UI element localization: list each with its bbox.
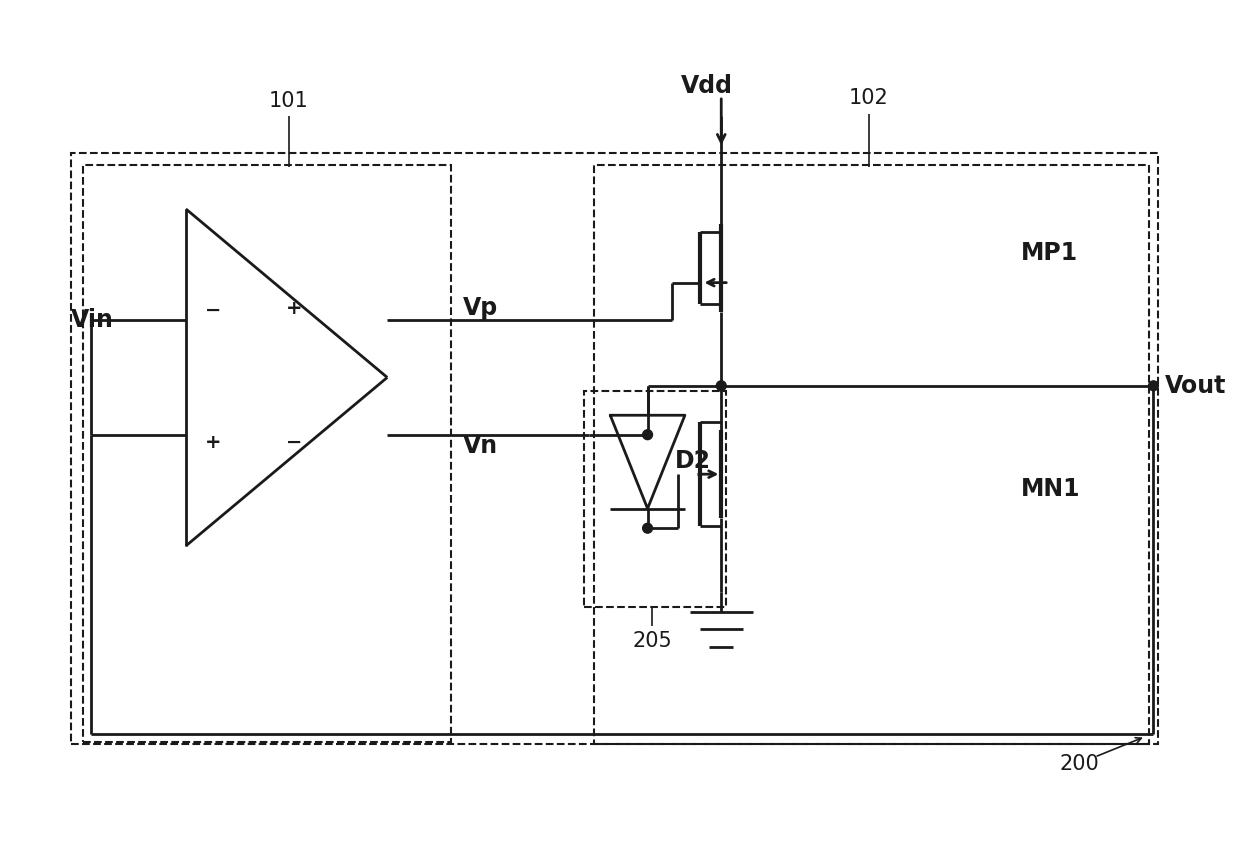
Text: D2: D2 [675,450,711,474]
Text: Vn: Vn [463,434,498,458]
Bar [594,165,1148,745]
Text: +: + [285,299,303,317]
Text: MP1: MP1 [1021,241,1078,265]
Text: 102: 102 [848,88,889,108]
Bar [71,153,1158,745]
Circle shape [717,381,727,390]
Text: +: + [205,433,222,452]
Bar [83,165,451,742]
Text: Vdd: Vdd [681,75,733,99]
Text: 101: 101 [269,91,309,111]
Circle shape [642,523,652,533]
Text: Vout: Vout [1166,374,1226,398]
Circle shape [642,430,652,439]
Text: 200: 200 [1060,754,1100,774]
Text: −: − [205,301,222,320]
Text: Vp: Vp [463,296,498,320]
Text: 205: 205 [632,631,672,651]
Text: −: − [285,433,303,452]
Text: MN1: MN1 [1021,477,1080,501]
Bar [584,390,727,607]
Text: Vin: Vin [71,308,114,332]
Circle shape [1148,381,1158,390]
